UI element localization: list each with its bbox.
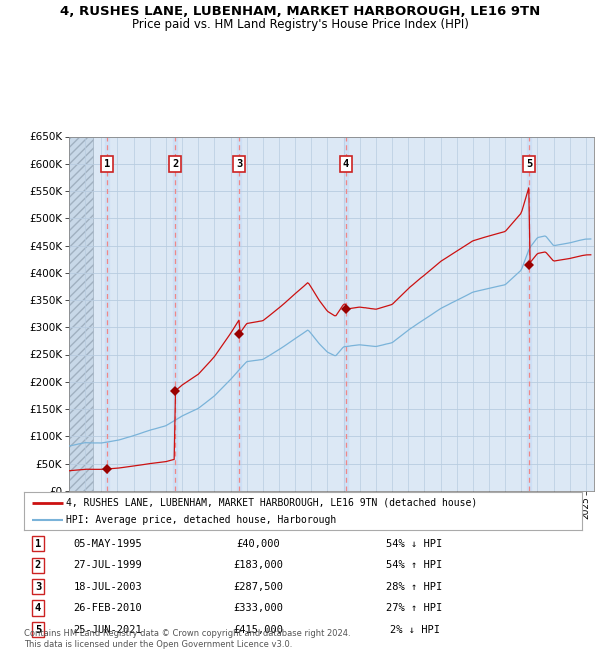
Text: £415,000: £415,000 — [233, 625, 283, 634]
Text: 54% ↓ HPI: 54% ↓ HPI — [386, 539, 443, 549]
Text: £333,000: £333,000 — [233, 603, 283, 613]
Bar — [238, 136, 241, 491]
Text: 4, RUSHES LANE, LUBENHAM, MARKET HARBOROUGH, LE16 9TN: 4, RUSHES LANE, LUBENHAM, MARKET HARBORO… — [60, 5, 540, 18]
Text: 5: 5 — [35, 625, 41, 634]
Text: £40,000: £40,000 — [236, 539, 280, 549]
Text: 4: 4 — [343, 159, 349, 169]
Text: 3: 3 — [236, 159, 242, 169]
Text: 1: 1 — [35, 539, 41, 549]
Bar — [344, 136, 348, 491]
Bar — [173, 136, 177, 491]
Text: £287,500: £287,500 — [233, 582, 283, 592]
Bar — [527, 136, 531, 491]
Text: 4, RUSHES LANE, LUBENHAM, MARKET HARBOROUGH, LE16 9TN (detached house): 4, RUSHES LANE, LUBENHAM, MARKET HARBORO… — [66, 498, 477, 508]
Text: 2: 2 — [35, 560, 41, 570]
Text: £183,000: £183,000 — [233, 560, 283, 570]
Text: 2: 2 — [172, 159, 178, 169]
Text: 18-JUL-2003: 18-JUL-2003 — [73, 582, 142, 592]
Text: 05-MAY-1995: 05-MAY-1995 — [73, 539, 142, 549]
Text: 54% ↑ HPI: 54% ↑ HPI — [386, 560, 443, 570]
Text: 5: 5 — [526, 159, 532, 169]
Text: 27-JUL-1999: 27-JUL-1999 — [73, 560, 142, 570]
Text: 28% ↑ HPI: 28% ↑ HPI — [386, 582, 443, 592]
Text: Contains HM Land Registry data © Crown copyright and database right 2024.
This d: Contains HM Land Registry data © Crown c… — [24, 629, 350, 649]
Text: HPI: Average price, detached house, Harborough: HPI: Average price, detached house, Harb… — [66, 515, 336, 525]
Text: 26-FEB-2010: 26-FEB-2010 — [73, 603, 142, 613]
Text: 27% ↑ HPI: 27% ↑ HPI — [386, 603, 443, 613]
Text: 3: 3 — [35, 582, 41, 592]
Text: 2% ↓ HPI: 2% ↓ HPI — [389, 625, 440, 634]
Text: Price paid vs. HM Land Registry's House Price Index (HPI): Price paid vs. HM Land Registry's House … — [131, 18, 469, 31]
Text: 1: 1 — [104, 159, 110, 169]
Text: 25-JUN-2021: 25-JUN-2021 — [73, 625, 142, 634]
Text: 4: 4 — [35, 603, 41, 613]
Bar — [105, 136, 109, 491]
Bar — [69, 136, 93, 491]
